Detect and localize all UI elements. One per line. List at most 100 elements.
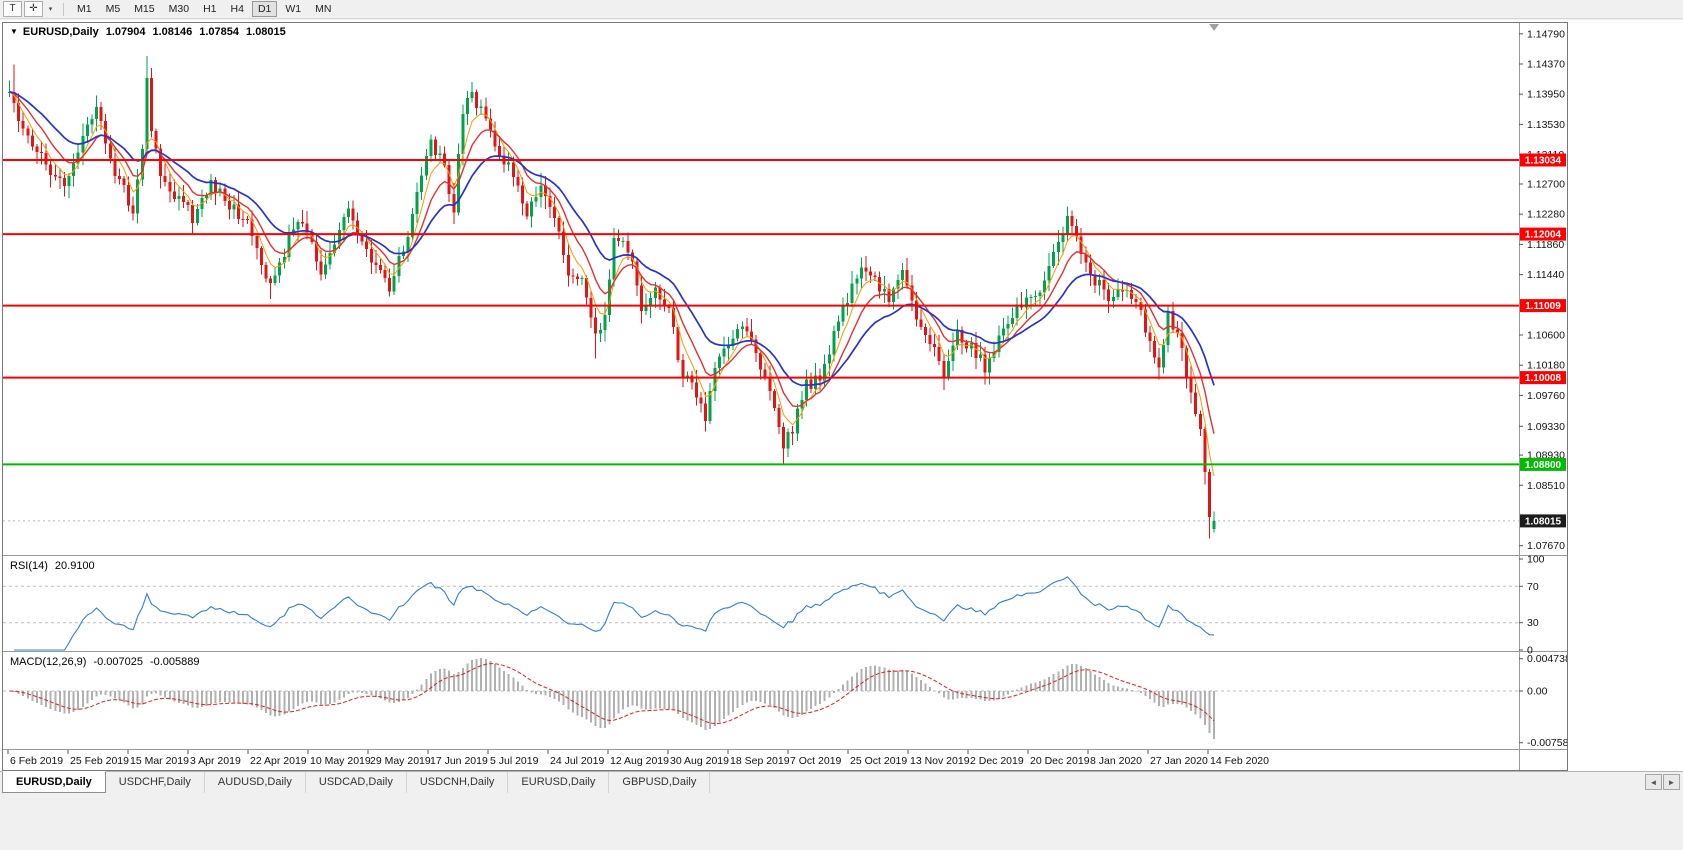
svg-text:1.09330: 1.09330 — [1527, 421, 1565, 433]
timeframe-button-d1[interactable]: D1 — [251, 1, 278, 17]
toolbar: T ✛ ▾ M1 M5 M15 M30 H1 H4 D1 W1 MN — [0, 0, 1683, 19]
macd-name: MACD(12,26,9) — [10, 656, 87, 668]
quote-open: 1.07904 — [105, 26, 146, 38]
chart-tab-6[interactable]: GBPUSD,Daily — [609, 772, 711, 793]
chart-tab-0[interactable]: EURUSD,Daily — [2, 771, 106, 793]
chart-tab-2[interactable]: AUDUSD,Daily — [205, 772, 306, 793]
chart-tab-5[interactable]: EURUSD,Daily — [508, 772, 610, 793]
macd-histogram — [13, 658, 1215, 739]
chart-background — [3, 23, 1567, 770]
horizontal-level-lines[interactable] — [3, 159, 1519, 466]
svg-text:1.08800: 1.08800 — [1525, 460, 1562, 471]
text-cursor-tool-button[interactable]: T — [3, 1, 22, 17]
svg-text:1.07670: 1.07670 — [1527, 540, 1565, 552]
price-tag-1.13034: 1.13034 — [1520, 153, 1566, 167]
svg-text:25 Feb 2019: 25 Feb 2019 — [70, 755, 129, 767]
svg-text:7 Oct 2019: 7 Oct 2019 — [790, 755, 842, 767]
svg-text:100: 100 — [1527, 554, 1545, 566]
rsi-value: 20.9100 — [54, 560, 95, 572]
svg-text:10 May 2019: 10 May 2019 — [310, 755, 371, 767]
svg-text:14 Feb 2020: 14 Feb 2020 — [1210, 755, 1269, 767]
svg-text:30 Aug 2019: 30 Aug 2019 — [670, 755, 729, 767]
chart-tab-3[interactable]: USDCAD,Daily — [306, 772, 407, 793]
chart-tab-4[interactable]: USDCNH,Daily — [407, 772, 509, 793]
svg-text:70: 70 — [1527, 581, 1539, 593]
timeframe-button-m30[interactable]: M30 — [163, 1, 195, 17]
svg-text:5 Jul 2019: 5 Jul 2019 — [490, 755, 539, 767]
svg-text:1.14370: 1.14370 — [1527, 58, 1565, 70]
quote-high: 1.08146 — [152, 26, 193, 38]
svg-text:2 Dec 2019: 2 Dec 2019 — [970, 755, 1024, 767]
timeframe-button-m15[interactable]: M15 — [128, 1, 160, 17]
quote-close: 1.08015 — [246, 26, 286, 38]
macd-signal-line — [9, 663, 1215, 725]
svg-text:1.09760: 1.09760 — [1527, 390, 1565, 402]
symbol-period-label: EURUSD,Daily — [22, 26, 99, 38]
svg-text:27 Jan 2020: 27 Jan 2020 — [1150, 755, 1208, 767]
chart-window: 1.147901.143701.139501.135301.131101.127… — [2, 22, 1568, 771]
rsi-axis: 100 70 30 0 — [1519, 554, 1545, 657]
svg-text:1.10600: 1.10600 — [1527, 330, 1565, 342]
svg-text:1.10008: 1.10008 — [1525, 373, 1562, 384]
toolbar-separator — [63, 2, 64, 16]
macd-indicator-label: MACD(12,26,9) -0.007025 -0.005889 — [10, 656, 200, 668]
macd-main-value: -0.007025 — [93, 656, 143, 668]
timeframe-button-mn[interactable]: MN — [309, 1, 337, 17]
date-axis: 6 Feb 2019 25 Feb 2019 15 Mar 2019 3 Apr 20… — [7, 750, 1269, 767]
svg-text:20 Dec 2019: 20 Dec 2019 — [1030, 755, 1090, 767]
price-axis: 1.147901.143701.139501.135301.131101.127… — [1519, 28, 1565, 552]
svg-text:8 Jan 2020: 8 Jan 2020 — [1090, 755, 1142, 767]
svg-text:17 Jun 2019: 17 Jun 2019 — [430, 755, 488, 767]
svg-text:3 Apr 2019: 3 Apr 2019 — [190, 755, 241, 767]
svg-text:13 Nov 2019: 13 Nov 2019 — [910, 755, 970, 767]
tab-scroll-buttons: ◄ ► — [1645, 774, 1680, 790]
tool-dropdown-caret-icon[interactable]: ▾ — [45, 1, 56, 17]
svg-text:1.12280: 1.12280 — [1527, 209, 1565, 221]
price-tag-1.10008: 1.10008 — [1520, 371, 1566, 385]
timeframe-button-h4[interactable]: H4 — [225, 1, 250, 17]
chart-quote-line: ▼ EURUSD,Daily 1.07904 1.08146 1.07854 1.0801… — [10, 26, 286, 38]
moving-average-21 — [9, 90, 1215, 387]
svg-text:25 Oct 2019: 25 Oct 2019 — [850, 755, 907, 767]
rsi-line — [14, 576, 1215, 651]
svg-text:0: 0 — [1527, 645, 1533, 657]
tab-scroll-right-icon[interactable]: ► — [1663, 774, 1680, 790]
chart-tabs: EURUSD,Daily USDCHF,Daily AUDUSD,Daily USDC… — [0, 771, 1683, 793]
rsi-indicator-label: RSI(14) 20.9100 — [10, 560, 95, 572]
timeframe-button-m5[interactable]: M5 — [100, 1, 127, 17]
tab-scroll-left-icon[interactable]: ◄ — [1645, 774, 1662, 790]
svg-text:1.13034: 1.13034 — [1525, 156, 1562, 167]
svg-text:1.08510: 1.08510 — [1527, 480, 1565, 492]
svg-text:30: 30 — [1527, 617, 1539, 629]
moving-average-5 — [9, 91, 1215, 477]
chart-tab-1[interactable]: USDCHF,Daily — [106, 772, 205, 793]
crosshair-tool-button[interactable]: ✛ — [24, 1, 43, 17]
macd-axis: 0.004738 0.00 -0.007585 — [1519, 653, 1567, 749]
chart-canvas[interactable]: 1.147901.143701.139501.135301.131101.127… — [3, 23, 1567, 770]
svg-text:1.10180: 1.10180 — [1527, 360, 1565, 372]
chart-shift-marker-icon[interactable] — [1209, 24, 1220, 31]
svg-text:-0.007585: -0.007585 — [1527, 737, 1567, 749]
timeframe-button-w1[interactable]: W1 — [279, 1, 307, 17]
timeframe-button-m1[interactable]: M1 — [71, 1, 98, 17]
collapse-chart-icon[interactable]: ▼ — [10, 27, 18, 36]
price-tag-1.12004: 1.12004 — [1520, 227, 1566, 241]
quote-low: 1.07854 — [199, 26, 240, 38]
svg-text:0.004738: 0.004738 — [1527, 653, 1567, 665]
svg-text:18 Sep 2019: 18 Sep 2019 — [730, 755, 790, 767]
current-price-tag: 1.08015 — [1520, 514, 1566, 528]
rsi-name: RSI(14) — [10, 560, 48, 572]
svg-text:29 May 2019: 29 May 2019 — [370, 755, 431, 767]
svg-text:1.08015: 1.08015 — [1525, 516, 1562, 527]
svg-text:1.13950: 1.13950 — [1527, 89, 1565, 101]
svg-text:1.12700: 1.12700 — [1527, 179, 1565, 191]
svg-text:1.12004: 1.12004 — [1525, 230, 1562, 241]
timeframe-button-h1[interactable]: H1 — [197, 1, 222, 17]
workspace: 1.147901.143701.139501.135301.131101.127… — [0, 20, 1683, 771]
svg-text:1.14790: 1.14790 — [1527, 28, 1565, 40]
chart-tab-bar: EURUSD,Daily USDCHF,Daily AUDUSD,Daily USDC… — [0, 771, 1683, 850]
svg-text:1.11860: 1.11860 — [1527, 239, 1564, 251]
svg-text:1.11009: 1.11009 — [1525, 301, 1561, 312]
timeframe-button-group: M1 M5 M15 M30 H1 H4 D1 W1 MN — [71, 1, 337, 17]
